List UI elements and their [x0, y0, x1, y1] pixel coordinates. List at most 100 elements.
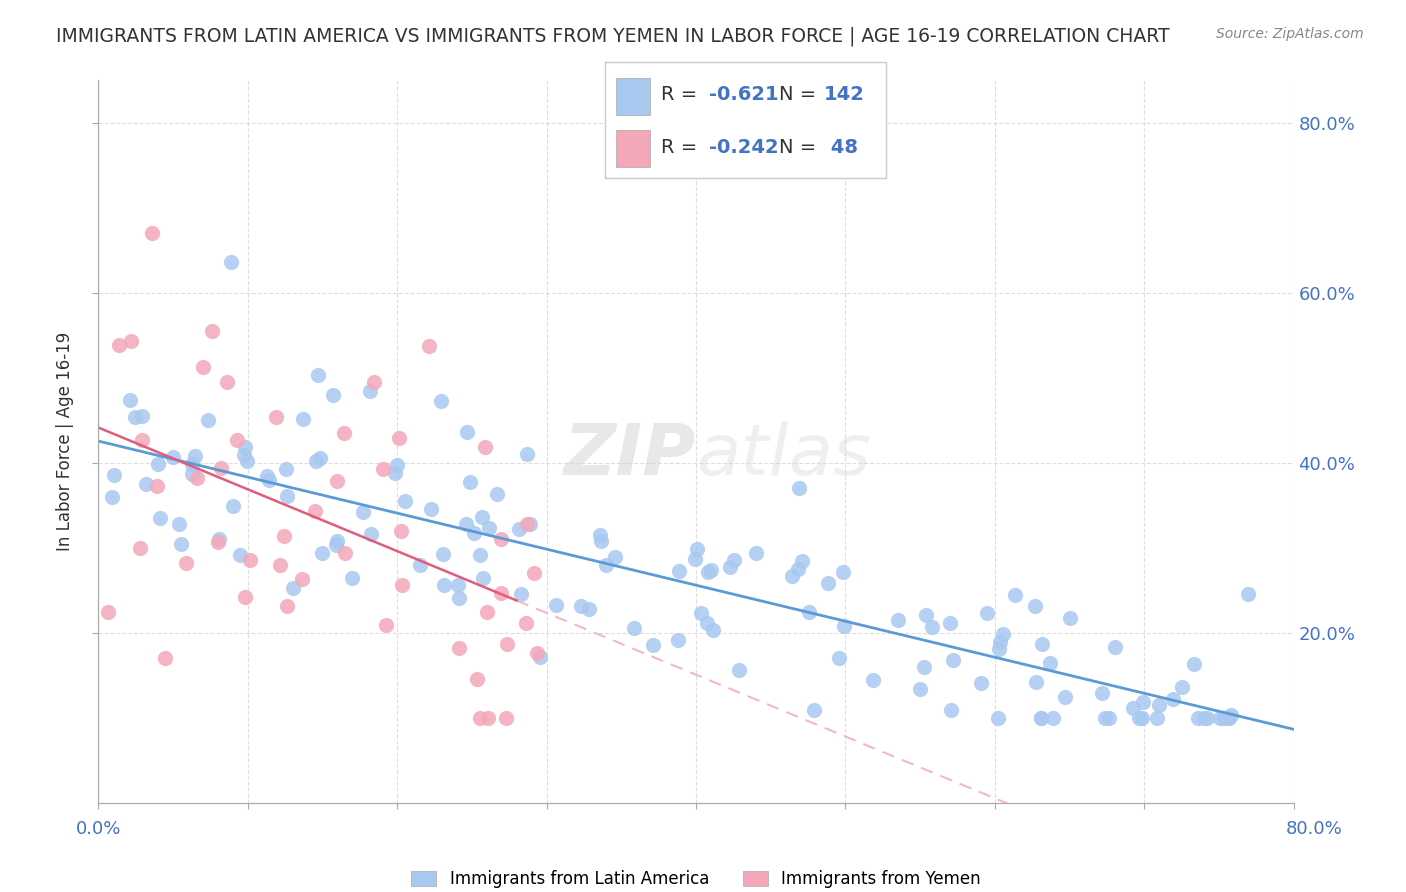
- Point: [516, 447, 538, 461]
- Point: [325, 538, 347, 552]
- Bar: [616, 78, 650, 114]
- Point: [335, 545, 357, 559]
- Bar: [616, 129, 650, 167]
- Point: [727, 663, 749, 677]
- Point: [1187, 711, 1209, 725]
- Point: [384, 466, 406, 480]
- Point: [589, 534, 612, 549]
- Point: [186, 470, 208, 484]
- Point: [475, 605, 498, 619]
- Point: [273, 529, 295, 543]
- Point: [458, 475, 481, 490]
- Point: [170, 537, 193, 551]
- Point: [696, 615, 718, 630]
- Point: [363, 375, 385, 389]
- Legend: Immigrants from Latin America, Immigrants from Yemen: Immigrants from Latin America, Immigrant…: [412, 871, 980, 888]
- Point: [97, 605, 120, 619]
- Point: [529, 649, 551, 664]
- Point: [697, 565, 720, 579]
- Point: [229, 548, 252, 562]
- Point: [569, 599, 592, 613]
- Point: [605, 549, 627, 564]
- Point: [987, 642, 1010, 657]
- Point: [128, 541, 150, 555]
- Point: [257, 473, 280, 487]
- Point: [291, 572, 314, 586]
- Point: [508, 522, 530, 536]
- Point: [409, 558, 432, 572]
- Point: [914, 607, 936, 622]
- Point: [976, 606, 998, 620]
- Point: [276, 489, 298, 503]
- Point: [430, 394, 453, 409]
- Point: [799, 605, 821, 619]
- Text: 142: 142: [824, 86, 865, 104]
- Point: [988, 634, 1011, 648]
- Point: [226, 433, 249, 447]
- Point: [432, 547, 454, 561]
- Point: [389, 524, 412, 538]
- Point: [281, 581, 304, 595]
- Point: [939, 703, 962, 717]
- Point: [118, 393, 141, 408]
- Point: [305, 454, 328, 468]
- Point: [449, 641, 471, 656]
- Point: [467, 672, 489, 686]
- Point: [1098, 711, 1121, 725]
- Point: [371, 462, 394, 476]
- Point: [912, 660, 935, 674]
- Point: [509, 586, 531, 600]
- Point: [744, 546, 766, 560]
- Point: [433, 578, 456, 592]
- Point: [219, 254, 242, 268]
- Point: [1054, 690, 1077, 704]
- Text: Source: ZipAtlas.com: Source: ZipAtlas.com: [1216, 27, 1364, 41]
- Point: [208, 532, 231, 546]
- Point: [495, 711, 517, 725]
- Point: [683, 551, 706, 566]
- Point: [101, 490, 124, 504]
- Point: [1042, 711, 1064, 725]
- Point: [1182, 657, 1205, 672]
- Point: [474, 440, 496, 454]
- Point: [236, 454, 259, 468]
- Point: [718, 559, 741, 574]
- Point: [803, 703, 825, 717]
- Text: 80.0%: 80.0%: [1286, 820, 1343, 838]
- Point: [832, 618, 855, 632]
- Point: [1031, 711, 1053, 725]
- Point: [292, 412, 315, 426]
- Point: [222, 500, 245, 514]
- Point: [1171, 680, 1194, 694]
- Point: [489, 533, 512, 547]
- Point: [921, 620, 943, 634]
- Point: [375, 618, 398, 632]
- Point: [686, 541, 709, 556]
- Point: [862, 673, 884, 688]
- Text: N =: N =: [779, 86, 823, 104]
- Point: [304, 503, 326, 517]
- Point: [787, 482, 810, 496]
- Point: [496, 637, 519, 651]
- Point: [359, 384, 381, 399]
- Point: [1104, 640, 1126, 654]
- Point: [641, 638, 664, 652]
- Point: [256, 469, 278, 483]
- Text: R =: R =: [661, 86, 703, 104]
- Point: [201, 325, 224, 339]
- Point: [1024, 599, 1046, 613]
- Point: [544, 598, 567, 612]
- Point: [269, 558, 291, 573]
- Point: [193, 359, 215, 374]
- Point: [908, 682, 931, 697]
- Point: [233, 440, 256, 454]
- Point: [1004, 589, 1026, 603]
- Point: [180, 457, 202, 471]
- Point: [1195, 711, 1218, 725]
- Point: [447, 577, 470, 591]
- Point: [1130, 711, 1153, 725]
- Point: [233, 590, 256, 604]
- Point: [668, 564, 690, 578]
- Point: [149, 511, 172, 525]
- Point: [623, 621, 645, 635]
